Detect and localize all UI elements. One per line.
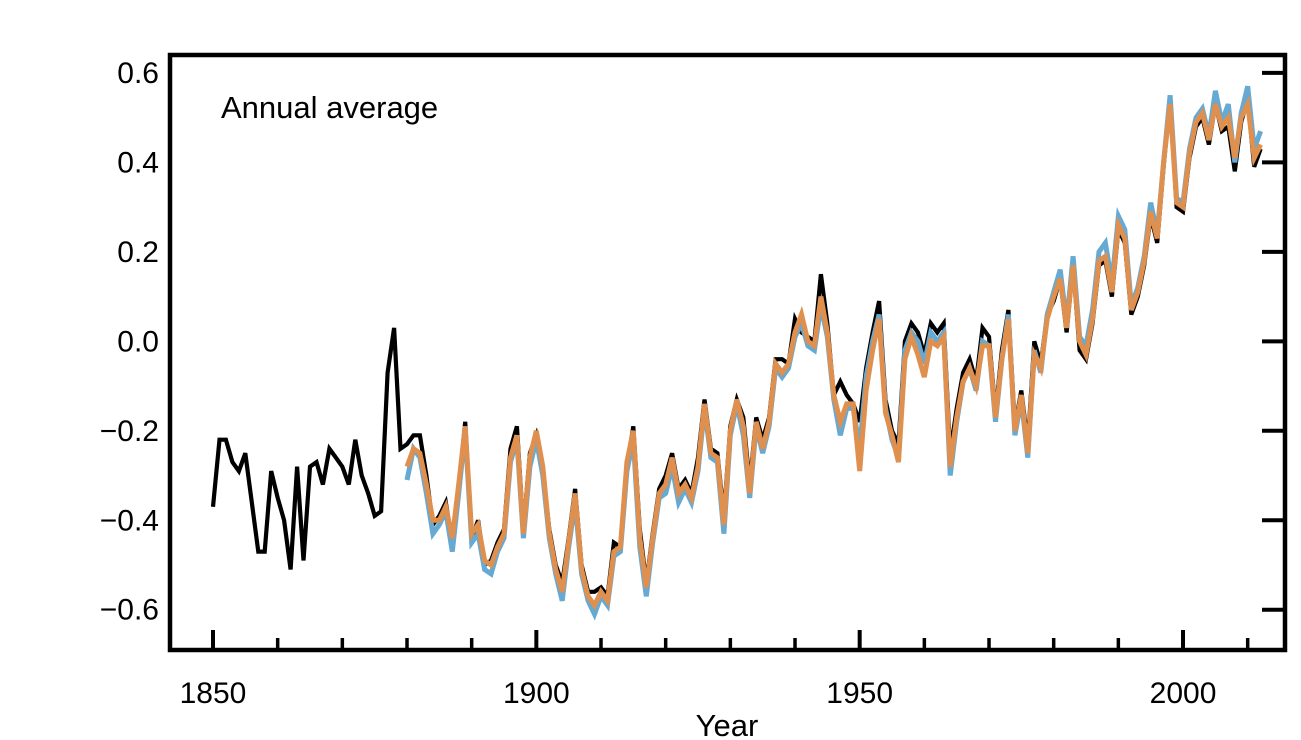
series-line-orange	[404, 95, 1263, 611]
series-lines	[210, 85, 1263, 621]
y-tick-label: −0.4	[100, 504, 159, 537]
annotation-annual-average: Annual average	[221, 90, 438, 125]
y-tick-label: 0.0	[117, 325, 159, 358]
x-tick-label: 1850	[180, 677, 247, 710]
x-axis-title: Year	[696, 708, 759, 740]
series-line-blue	[404, 85, 1263, 621]
y-tick-label: 0.6	[117, 57, 159, 90]
y-tick-label: −0.6	[100, 594, 159, 627]
y-tick-label: 0.2	[117, 236, 159, 269]
x-tick-label: 1900	[503, 677, 570, 710]
axis-tick-labels: 1850 1900 1950 2000 0.6 0.4 0.2 0.0 −0.2 −0.4 −0.6	[100, 57, 1217, 710]
axis-ticks	[211, 70, 1283, 648]
x-tick-label: 2000	[1150, 677, 1217, 710]
y-tick-label: −0.2	[100, 415, 159, 448]
y-tick-label: 0.4	[117, 146, 159, 179]
series-line-black	[210, 99, 1263, 602]
x-tick-label: 1950	[826, 677, 893, 710]
plot-border	[167, 52, 1288, 653]
